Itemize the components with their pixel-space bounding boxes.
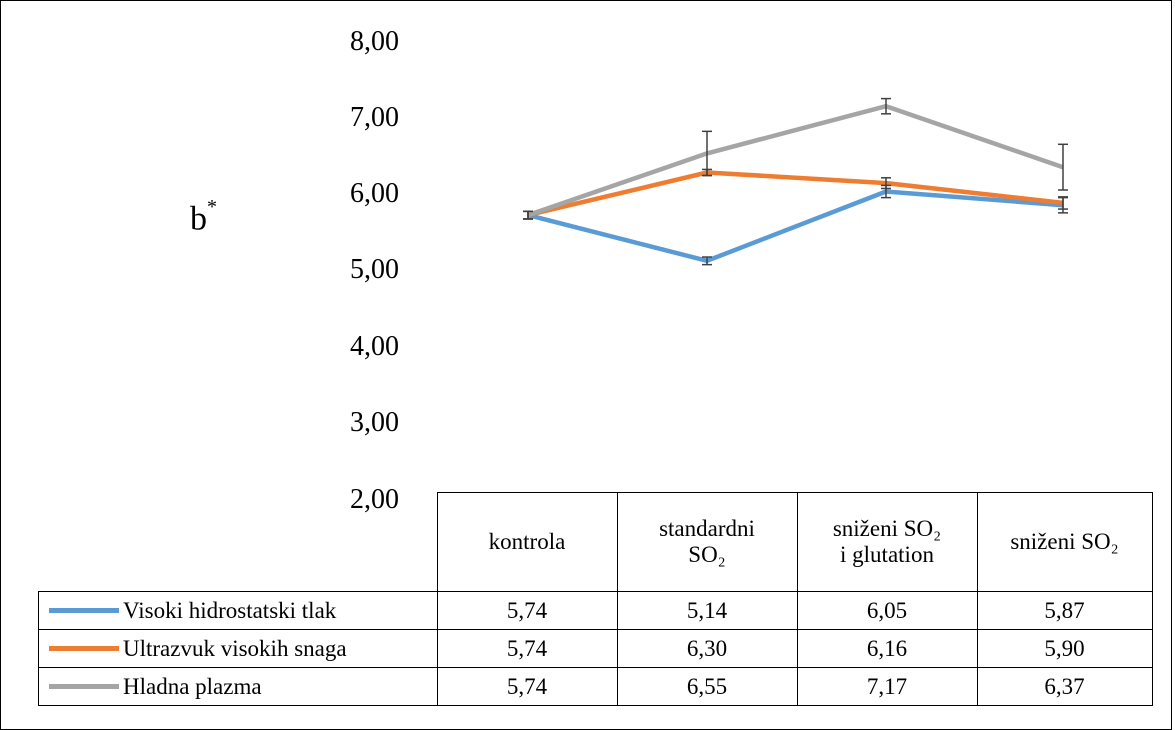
table-cell: 6,05 [796,591,978,630]
error-bar [1058,196,1068,210]
error-bar [881,97,891,115]
legend-swatch [49,645,119,651]
table-cell: 6,37 [976,667,1153,706]
error-bar [881,177,891,190]
y-tick-label: 6,00 [350,178,399,209]
category-header: sniženi SO₂ [976,492,1153,592]
y-tick-label: 5,00 [350,254,399,285]
y-tick-label: 3,00 [350,407,399,438]
series-line-0 [527,189,1064,264]
table-cell: 5,90 [976,629,1153,668]
data-table: kontrola standardni SO₂ sniženi SO₂ i glut… [38,492,1153,706]
table-cell: 6,16 [796,629,978,668]
table-cell: 5,87 [976,591,1153,630]
legend-swatch [49,683,119,689]
table-cell: 5,74 [436,629,618,668]
error-bar [523,210,533,220]
legend-swatch [49,607,119,613]
y-axis-label: b* [190,196,217,238]
error-bar [702,130,712,177]
legend-entry: Ultrazvuk visokih snaga [38,629,438,668]
y-tick-label: 4,00 [350,331,399,362]
category-header: sniženi SO₂ i glutation [796,492,978,592]
table-cell: 6,55 [616,667,798,706]
table-cell: 5,14 [616,591,798,630]
category-header: standardni SO₂ [616,492,798,592]
category-header: kontrola [436,492,618,592]
table-cell: 5,74 [436,591,618,630]
series-line-1 [527,170,1064,218]
legend-entry: Visoki hidrostatski tlak [38,591,438,630]
legend-entry: Hladna plazma [38,667,438,706]
y-tick-label: 8,00 [350,26,399,57]
error-bar [1058,143,1068,191]
table-cell: 5,74 [436,667,618,706]
y-tick-label: 7,00 [350,102,399,133]
table-cell: 6,30 [616,629,798,668]
error-bar [702,256,712,266]
table-cell: 7,17 [796,667,978,706]
series-line-2 [527,103,1064,218]
